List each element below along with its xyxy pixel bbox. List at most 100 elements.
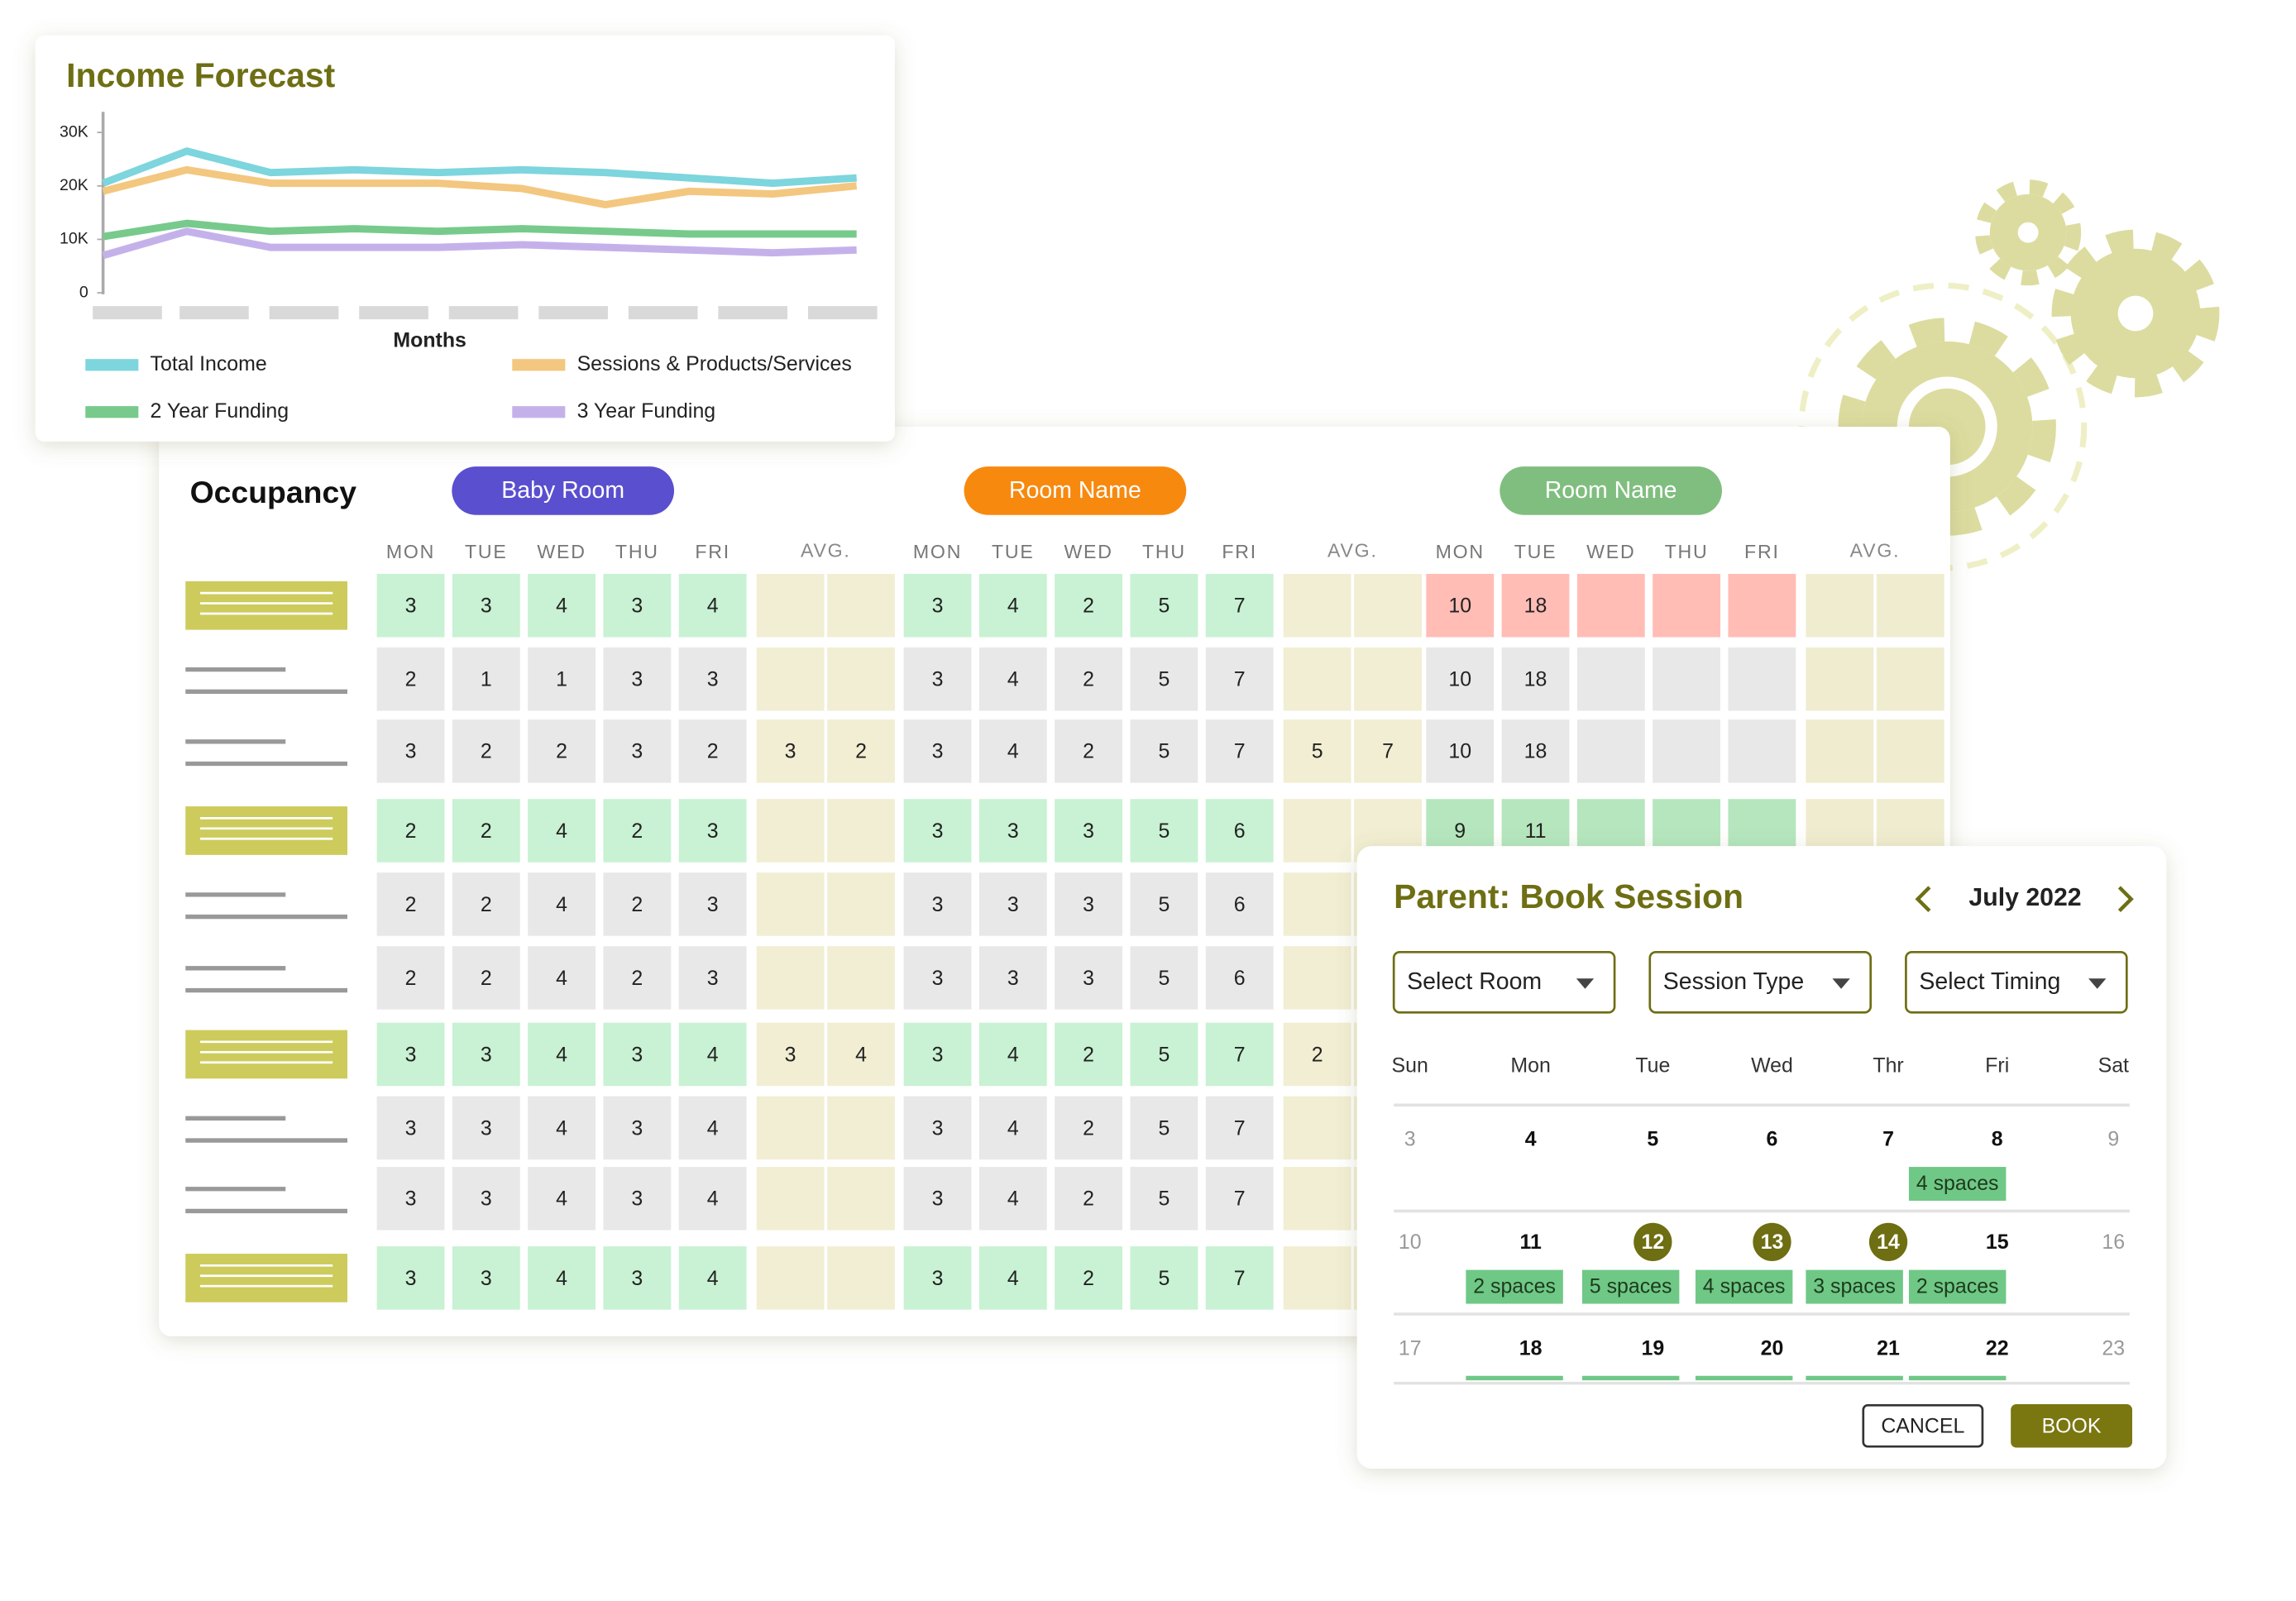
avg-value: 4: [855, 1043, 867, 1066]
occupancy-cell: [678, 1022, 747, 1087]
cell-value: 4: [707, 1188, 719, 1211]
occupancy-cell: [978, 1022, 1047, 1087]
day-number[interactable]: 13: [1761, 1231, 1784, 1254]
series-line: [102, 219, 857, 241]
spaces-label[interactable]: 5 spaces: [1590, 1275, 1672, 1298]
prev-month[interactable]: [1915, 886, 1931, 913]
occupancy-cell: [376, 573, 445, 638]
select-caret: [1832, 978, 1850, 989]
select-box[interactable]: [1905, 950, 2128, 1014]
spaces-badge[interactable]: [1466, 1269, 1563, 1304]
spaces-badge[interactable]: [1695, 1269, 1793, 1304]
button[interactable]: [1862, 1404, 1984, 1448]
occupancy-cell: [376, 1022, 445, 1087]
select-label[interactable]: Select Room: [1407, 968, 1542, 995]
day-number[interactable]: 18: [1519, 1336, 1543, 1360]
day-number[interactable]: 19: [1641, 1336, 1664, 1360]
day-number[interactable]: 10: [1399, 1231, 1422, 1254]
spaces-label[interactable]: 2 spaces: [1916, 1275, 1999, 1298]
avg-cell: [1283, 1167, 1351, 1231]
day-header: WED: [1064, 541, 1112, 562]
day-number[interactable]: 9: [2107, 1128, 2119, 1151]
avg-cell: [756, 573, 825, 638]
day-number[interactable]: 4: [1525, 1128, 1537, 1151]
selected-day[interactable]: [1634, 1222, 1672, 1261]
cell-value: 3: [932, 1043, 944, 1066]
select-label[interactable]: Session Type: [1663, 968, 1804, 995]
cell-value: 10: [1448, 668, 1471, 691]
occupancy-cell: [1130, 647, 1198, 711]
day-number[interactable]: 21: [1877, 1336, 1900, 1360]
next-month[interactable]: [2117, 886, 2134, 913]
room-name[interactable]: Room Name: [1009, 477, 1141, 504]
day-number[interactable]: 22: [1986, 1336, 2009, 1360]
select-label[interactable]: Select Timing: [1919, 968, 2060, 995]
spaces-label[interactable]: 4 spaces: [1703, 1275, 1786, 1298]
cell-value: 3: [631, 1116, 643, 1140]
spaces-badge[interactable]: [1581, 1269, 1680, 1304]
room-pill[interactable]: [452, 466, 675, 515]
avg-cell: [756, 719, 825, 783]
room-pill[interactable]: [1500, 466, 1722, 515]
chart-title: Income Forecast: [66, 56, 335, 94]
day-number[interactable]: 14: [1877, 1231, 1900, 1254]
room-pill[interactable]: [964, 466, 1187, 515]
income-panel: Income Forecast Months 0 10K 20K 30K Total I…: [35, 35, 895, 442]
day-number[interactable]: 7: [1882, 1128, 1894, 1151]
day-number[interactable]: 16: [2102, 1231, 2125, 1254]
selected-day[interactable]: [1868, 1222, 1908, 1261]
month-label: July 2022: [1968, 884, 2081, 911]
selected-day[interactable]: [1753, 1222, 1791, 1261]
day-header: TUE: [1514, 541, 1557, 562]
cell-value: 3: [631, 668, 643, 691]
cell-value: 2: [405, 820, 417, 843]
day-number[interactable]: 17: [1399, 1336, 1422, 1360]
spaces-label[interactable]: 3 spaces: [1813, 1275, 1896, 1298]
button-label[interactable]: CANCEL: [1881, 1415, 1964, 1438]
occupancy-cell: [1728, 719, 1796, 783]
day-number[interactable]: 20: [1761, 1336, 1784, 1360]
room-name[interactable]: Room Name: [1545, 477, 1677, 504]
day-number[interactable]: 11: [1519, 1231, 1541, 1254]
cell-value: 3: [932, 1267, 944, 1290]
spaces-label[interactable]: 4 spaces: [1916, 1172, 1999, 1195]
occupancy-cell: [1205, 573, 1274, 638]
spaces-badge[interactable]: [1908, 1269, 2007, 1304]
cell-value: 2: [481, 820, 492, 843]
occupancy-cell: [1130, 799, 1198, 863]
occupancy-cell: [603, 1022, 672, 1087]
cell-value: 5: [1158, 1116, 1170, 1140]
room-name[interactable]: Baby Room: [501, 477, 624, 504]
spaces-badge[interactable]: [1806, 1269, 1903, 1304]
occupancy-cell: [528, 1246, 596, 1310]
occupancy-cell: [1501, 719, 1570, 783]
day-number[interactable]: 3: [1404, 1128, 1416, 1151]
spaces-badge[interactable]: [1806, 1375, 1903, 1410]
select-box[interactable]: [1648, 950, 1873, 1014]
day-header: MON: [913, 541, 962, 562]
x-placeholder: [628, 306, 698, 320]
button-label[interactable]: BOOK: [2042, 1415, 2102, 1438]
day-number[interactable]: 23: [2102, 1336, 2125, 1360]
avg-cell: [1806, 573, 1874, 638]
day-number[interactable]: 5: [1647, 1128, 1658, 1151]
spaces-badge[interactable]: [1908, 1375, 2007, 1410]
avg-cell: [827, 573, 895, 638]
weekday: Wed: [1751, 1054, 1793, 1078]
spaces-badge[interactable]: [1581, 1375, 1680, 1410]
cell-value: 4: [1007, 595, 1019, 618]
spaces-label[interactable]: 2 spaces: [1473, 1275, 1556, 1298]
day-number[interactable]: 15: [1986, 1231, 2009, 1254]
spaces-badge[interactable]: [1695, 1375, 1793, 1410]
select-box[interactable]: [1392, 950, 1616, 1014]
cell-value: 3: [932, 967, 944, 990]
button[interactable]: [2011, 1404, 2132, 1448]
avg-value: 3: [785, 740, 796, 763]
day-number[interactable]: 12: [1641, 1231, 1664, 1254]
spaces-badge[interactable]: [1908, 1167, 2007, 1201]
cell-value: 4: [556, 595, 567, 618]
day-number[interactable]: 8: [1992, 1128, 2003, 1151]
spaces-badge[interactable]: [1466, 1375, 1563, 1410]
day-number[interactable]: 6: [1767, 1128, 1778, 1151]
